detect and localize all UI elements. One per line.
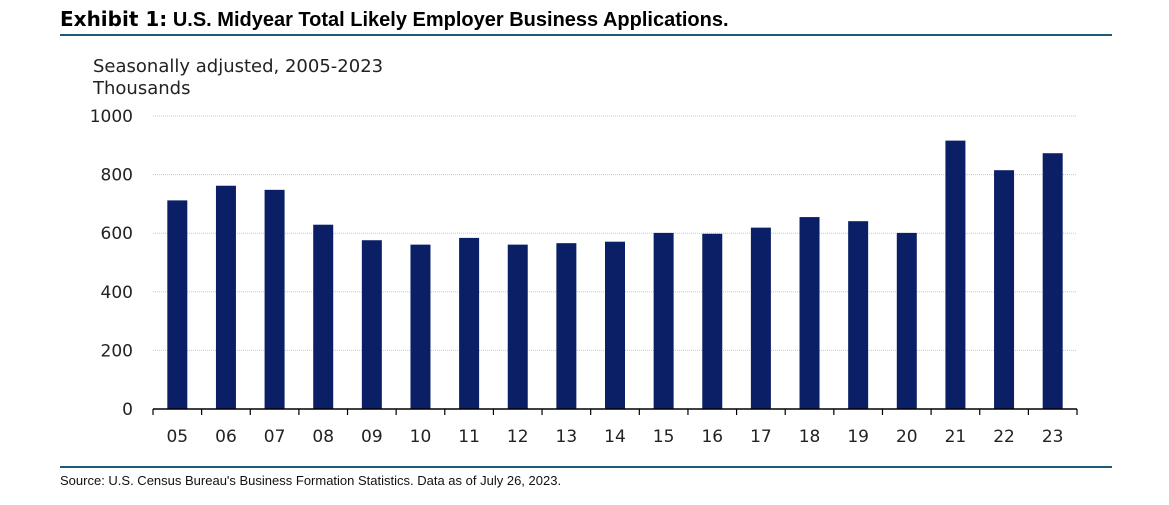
x-tick-label: 08 <box>312 427 334 447</box>
x-tick-label: 15 <box>653 427 675 447</box>
x-tick-label: 18 <box>799 427 821 447</box>
bar <box>799 217 820 409</box>
bar <box>653 232 674 409</box>
x-tick-label: 21 <box>945 427 967 447</box>
x-tick-label: 20 <box>896 427 918 447</box>
y-tick-label: 1000 <box>90 107 133 127</box>
x-tick-label: 16 <box>701 427 723 447</box>
bar <box>750 227 771 409</box>
x-tick-label: 10 <box>410 427 432 447</box>
bar <box>459 237 480 409</box>
x-tick-label: 17 <box>750 427 772 447</box>
y-tick-label: 200 <box>101 341 133 361</box>
bar <box>896 232 917 409</box>
bar <box>605 241 625 409</box>
bar <box>507 244 528 409</box>
bar <box>361 240 382 409</box>
bar <box>994 170 1015 409</box>
bar <box>1042 153 1063 409</box>
title-rule <box>60 34 1112 36</box>
x-tick-label: 23 <box>1042 427 1064 447</box>
y-tick-label: 400 <box>101 283 133 303</box>
bar <box>848 221 869 409</box>
bar <box>215 185 236 409</box>
exhibit-label: Exhibit 1: <box>60 7 168 31</box>
x-tick-label: 05 <box>166 427 188 447</box>
x-tick-label: 11 <box>458 427 480 447</box>
x-tick-label: 13 <box>556 427 578 447</box>
bar <box>313 224 334 409</box>
x-tick-label: 14 <box>604 427 626 447</box>
y-tick-label: 600 <box>101 224 133 244</box>
x-tick-label: 09 <box>361 427 383 447</box>
y-tick-label: 800 <box>101 166 133 186</box>
source-note: Source: U.S. Census Bureau's Business Fo… <box>60 473 562 488</box>
bar <box>556 243 577 409</box>
y-tick-label: 0 <box>122 400 133 420</box>
bar <box>264 189 285 409</box>
x-tick-label: 07 <box>264 427 286 447</box>
chart-title: Exhibit 1: U.S. Midyear Total Likely Emp… <box>60 6 1112 33</box>
x-tick-label: 19 <box>847 427 869 447</box>
bar <box>945 140 966 409</box>
x-tick-label: 22 <box>993 427 1015 447</box>
bar <box>167 200 188 409</box>
subtitle-line-1: Seasonally adjusted, 2005-2023 <box>93 56 384 77</box>
bar <box>702 233 723 409</box>
subtitle-line-2: Thousands <box>93 78 191 99</box>
x-tick-label: 06 <box>215 427 237 447</box>
source-rule <box>60 466 1112 468</box>
bar <box>410 244 431 409</box>
x-tick-label: 12 <box>507 427 529 447</box>
title-text: U.S. Midyear Total Likely Employer Busin… <box>172 9 729 31</box>
chart-subtitle: Seasonally adjusted, 2005-2023 Thousands <box>93 56 383 100</box>
